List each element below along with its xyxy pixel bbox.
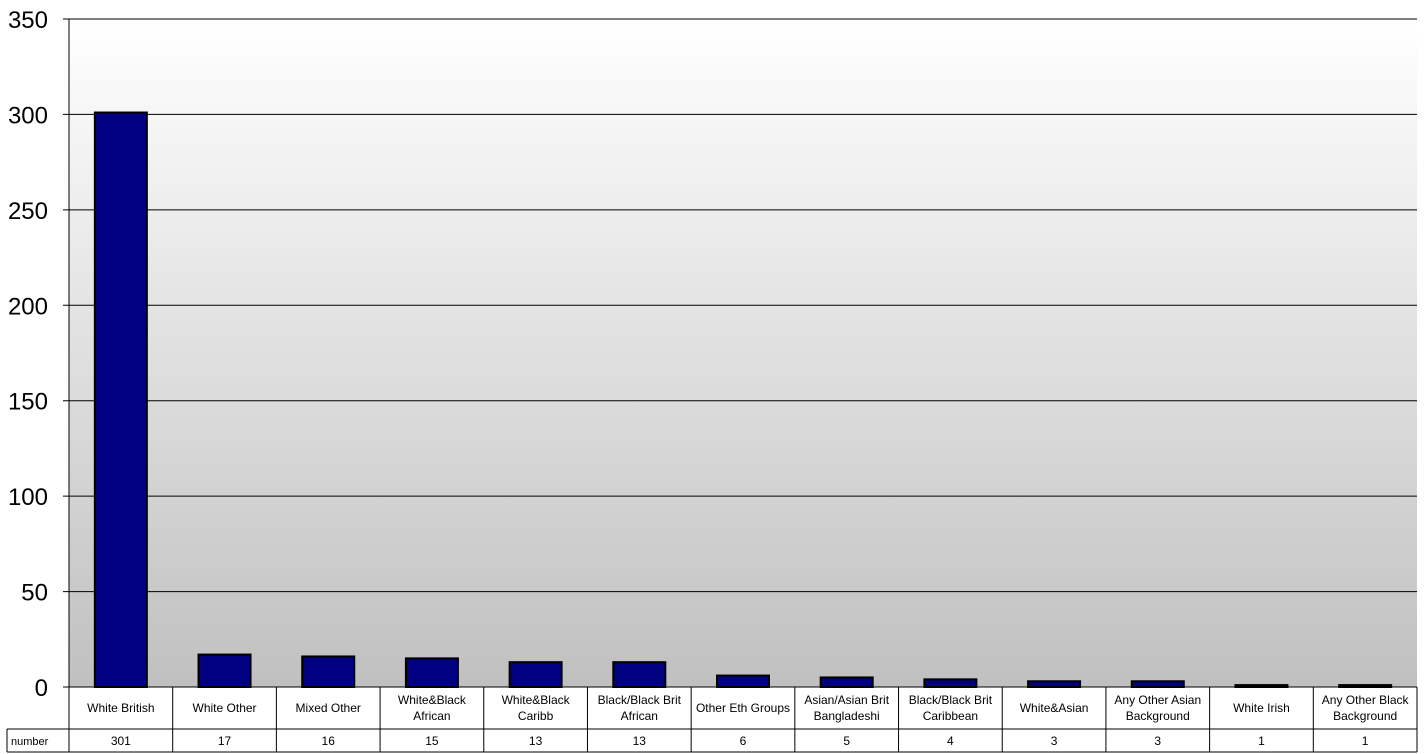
plot-area [69,19,1417,687]
table-value: 3 [1154,734,1161,748]
bar [923,678,978,689]
x-category-label: White British [87,701,154,715]
x-category-label: Black/Black Brit Caribbean [909,693,993,723]
y-axis-ticks: 0 50 100 150 200 250 300 350 [8,7,48,702]
bar [197,653,252,688]
y-tick-label: 0 [35,675,48,702]
bar [612,661,667,689]
x-category-label: Other Eth Groups [696,701,790,715]
gridlines [63,18,1417,688]
table-value: 301 [111,734,131,748]
x-category-label: Mixed Other [296,701,361,715]
table-value: 5 [843,734,850,748]
y-tick-label: 100 [8,484,48,511]
table-value: 1 [1258,734,1265,748]
x-category-label: Black/Black Brit African [598,693,682,723]
x-category-label: White Irish [1233,701,1290,715]
table-value: 13 [633,734,647,748]
y-tick-label: 350 [8,7,48,34]
x-category-label: Asian/Asian Brit Bangladeshi [804,693,889,723]
x-category-label: Any Other Asian Background [1114,693,1201,723]
x-category-label: White&Asian [1020,701,1089,715]
table-value: 6 [740,734,747,748]
bar [404,657,459,688]
x-category-label: White&Black Caribb [502,693,571,723]
bar [93,111,148,688]
x-category-label: White&Black African [398,693,467,723]
y-tick-label: 250 [8,198,48,225]
table-row-label: number [11,736,49,748]
y-tick-label: 300 [8,102,48,129]
x-category-label: Any Other Black Background [1322,693,1410,723]
bar [508,661,563,689]
y-tick-label: 150 [8,389,48,416]
bar [1027,680,1082,689]
table-value: 16 [322,734,336,748]
bar [301,655,356,688]
table-value: 15 [425,734,439,748]
bar [1130,680,1185,689]
bar [819,676,874,689]
y-tick-label: 200 [8,293,48,320]
table-value: 13 [529,734,543,748]
table-value: 3 [1051,734,1058,748]
y-tick-label: 50 [21,580,48,607]
bars [93,111,1393,689]
data-table: number White British 301 White Other 17 Mixed… [6,686,1418,753]
x-category-label: White Other [193,701,257,715]
bar [716,674,770,689]
table-value: 4 [947,734,954,748]
table-value: 17 [218,734,232,748]
table-value: 1 [1362,734,1369,748]
